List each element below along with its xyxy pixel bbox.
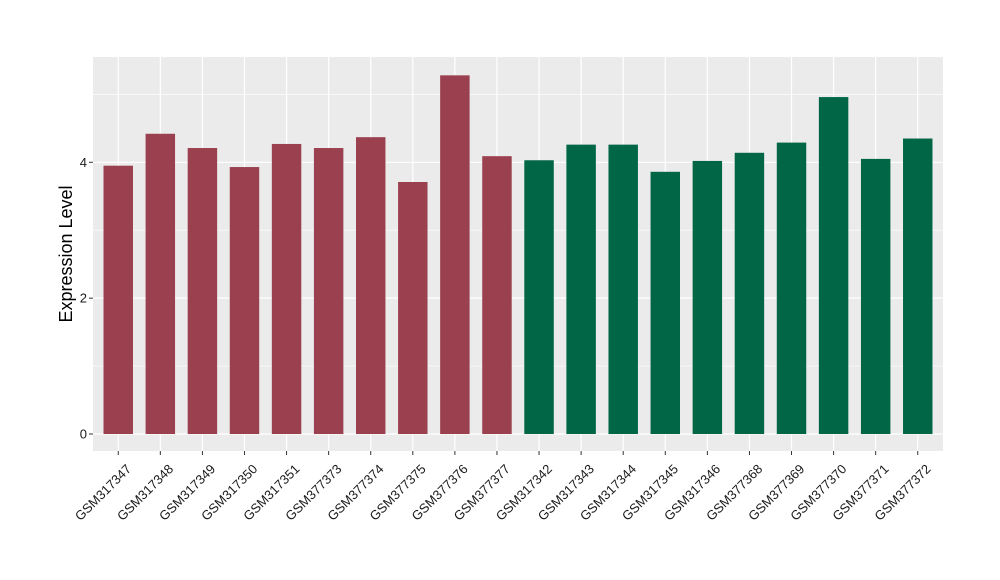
y-tick-label: 0	[80, 427, 87, 442]
bar-GSM317342	[524, 160, 554, 435]
bar-GSM377371	[860, 158, 891, 435]
plot-panel	[93, 57, 943, 451]
x-axis: GSM317347GSM317348GSM317349GSM317350GSM3…	[72, 451, 934, 524]
bar-GSM317345	[650, 171, 681, 435]
bar-GSM317347	[103, 165, 133, 435]
bar-GSM317349	[187, 148, 218, 435]
bar-GSM317346	[692, 160, 723, 435]
bar-GSM377370	[818, 97, 849, 435]
bar-GSM377374	[355, 137, 386, 435]
bar-GSM317344	[608, 144, 638, 435]
bar-GSM377377	[482, 156, 512, 435]
bar-GSM377369	[776, 142, 807, 435]
bar-GSM317351	[271, 143, 302, 435]
bar-GSM317343	[566, 144, 596, 435]
y-axis-title: Expression Level	[56, 185, 76, 322]
bar-GSM377372	[903, 138, 933, 435]
y-tick-label: 2	[80, 291, 87, 306]
bars	[103, 75, 933, 435]
bar-GSM377376	[440, 75, 470, 435]
y-tick-label: 4	[80, 155, 87, 170]
bar-GSM317350	[229, 167, 260, 435]
bar-GSM317348	[145, 133, 176, 435]
bar-GSM377373	[313, 148, 344, 435]
bar-GSM377368	[734, 152, 765, 435]
bar-GSM377375	[398, 181, 428, 435]
y-axis: 0 2 4	[80, 155, 93, 442]
